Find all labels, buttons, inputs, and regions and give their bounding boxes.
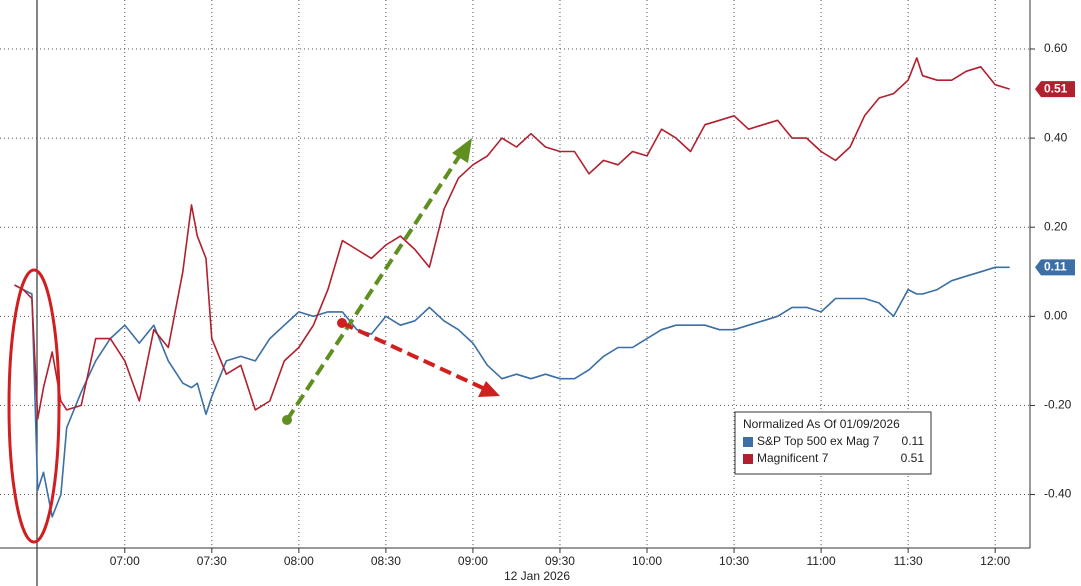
x-tick-label: 09:30 xyxy=(545,554,575,568)
legend-label: S&P Top 500 ex Mag 7 xyxy=(757,434,880,448)
x-tick-label: 07:30 xyxy=(197,554,227,568)
y-tick-label: 0.20 xyxy=(1044,219,1068,233)
legend-title: Normalized As Of 01/09/2026 xyxy=(743,417,900,431)
last-value-badge xyxy=(1035,259,1075,276)
legend-swatch xyxy=(743,454,753,464)
legend: Normalized As Of 01/09/2026 S&P Top 500 … xyxy=(734,411,932,475)
x-tick-label: 09:00 xyxy=(458,554,488,568)
legend-value: 0.51 xyxy=(901,451,925,465)
green-arrowhead xyxy=(452,138,472,163)
y-tick-label: 0.40 xyxy=(1044,130,1068,144)
x-tick-label: 07:00 xyxy=(110,554,140,568)
x-tick-label: 11:00 xyxy=(807,554,836,568)
x-tick-label: 10:30 xyxy=(719,554,749,568)
x-tick-label: 08:00 xyxy=(284,554,314,568)
series-line xyxy=(14,266,1010,518)
series-line xyxy=(14,57,1010,420)
legend-label: Magnificent 7 xyxy=(757,451,829,465)
y-tick-label: 0.00 xyxy=(1044,308,1068,322)
red-dot xyxy=(337,318,347,328)
legend-swatch xyxy=(743,437,753,447)
x-axis-label: 12 Jan 2026 xyxy=(504,569,570,583)
x-tick-label: 12:00 xyxy=(980,554,1010,568)
x-tick-label: 11:30 xyxy=(894,554,923,568)
legend-value: 0.11 xyxy=(902,434,925,448)
x-tick-label: 08:30 xyxy=(371,554,401,568)
x-tick-label: 10:00 xyxy=(632,554,662,568)
y-tick-label: -0.20 xyxy=(1044,398,1072,412)
red-arrow xyxy=(341,321,486,391)
legend-box xyxy=(734,411,932,475)
last-value-label: 0.51 xyxy=(1044,81,1068,95)
last-value-label: 0.11 xyxy=(1044,259,1067,273)
red-arrowhead xyxy=(478,381,500,397)
y-tick-label: 0.60 xyxy=(1044,41,1068,55)
green-dot xyxy=(282,415,292,425)
y-tick-label: -0.40 xyxy=(1044,487,1072,501)
highlight-ellipse xyxy=(7,268,61,544)
last-value-badge xyxy=(1035,81,1075,98)
